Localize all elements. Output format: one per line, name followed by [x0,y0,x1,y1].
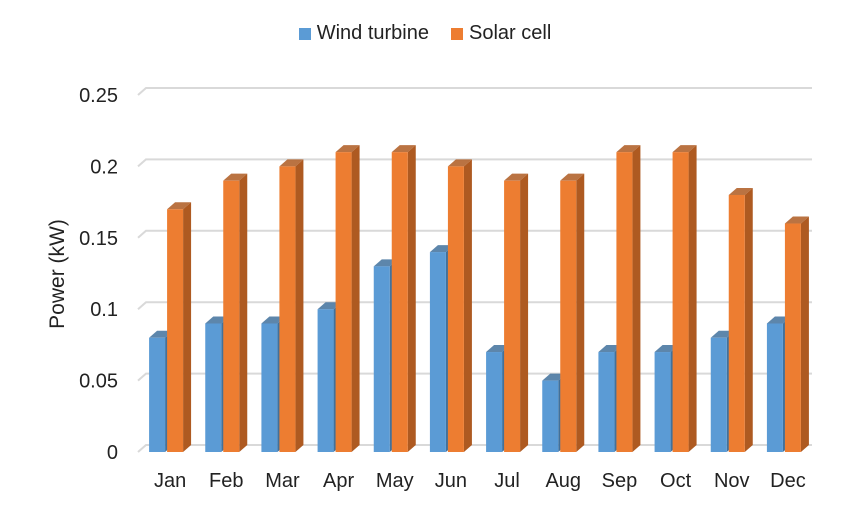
gridline [137,372,812,382]
bar-top [728,187,753,195]
y-tick-label: 0 [107,442,118,464]
bar-top [672,145,697,153]
bar [429,252,446,452]
bar-side [183,202,192,452]
bar [560,180,577,452]
bar-side [744,187,753,452]
bar-top [447,159,472,167]
x-tick-label: May [376,470,414,492]
bar-top [391,145,416,153]
bar-top [784,216,809,224]
y-axis-label: Power (kW) [46,219,69,329]
legend: Wind turbine Solar cell [0,22,850,45]
bar [149,337,166,452]
x-tick-label: Aug [545,470,581,492]
bar [205,323,222,452]
bar-top [223,173,248,181]
bar [710,337,727,452]
y-tick-label: 0.25 [79,85,118,107]
y-tick-label: 0.2 [90,156,118,178]
bar-side [463,159,472,452]
bar [654,352,671,452]
bar [504,180,521,452]
legend-swatch-solar [451,27,463,40]
bar-side [351,145,360,452]
x-tick-label: Jun [435,470,467,492]
bar [784,223,801,452]
bar [598,352,615,452]
legend-item-solar: Solar cell [451,22,551,45]
bar-top [167,202,192,210]
bar-side [239,173,248,452]
bar [391,152,408,452]
gridline [137,87,812,96]
x-tick-label: Feb [209,470,243,492]
bar-side [632,145,641,452]
bar-top [616,145,641,153]
y-tick-label: 0.1 [90,299,118,321]
legend-swatch-wind [298,27,311,40]
y-tick-label: 0.15 [79,228,118,250]
bar-top [560,173,585,181]
bar-side [576,173,585,452]
x-tick-label: Nov [714,470,750,492]
bar [317,309,334,452]
x-tick-label: Jul [494,470,520,492]
bar-top [504,173,529,181]
bar [486,352,503,452]
bar [279,166,296,452]
bar-side [800,216,809,452]
bar-side [688,145,697,452]
bar-side [520,173,529,452]
bar [616,152,633,452]
gridline [137,158,812,168]
bar [167,209,184,452]
legend-item-wind: Wind turbine [298,22,429,45]
bar [728,194,745,452]
bar-side [407,145,416,452]
y-tick-label: 0.05 [79,371,118,393]
gridline [137,229,812,239]
bar [261,323,278,452]
bar-top [335,145,360,153]
bar [223,180,240,452]
x-tick-label: Oct [660,470,692,492]
bar [542,380,559,452]
gridline [137,444,812,453]
bar-side [295,159,304,452]
bar [447,166,464,452]
x-tick-label: Dec [770,470,806,492]
bar [373,266,390,452]
bar [335,152,352,452]
bar [672,152,689,452]
x-tick-label: Jan [154,470,186,492]
x-tick-label: Apr [323,470,354,492]
x-tick-label: Sep [602,470,638,492]
bar-top [279,159,304,167]
bar [766,323,783,452]
gridline [137,301,812,310]
legend-label-wind: Wind turbine [316,22,429,44]
legend-label-solar: Solar cell [469,22,552,44]
x-tick-label: Mar [265,470,300,492]
